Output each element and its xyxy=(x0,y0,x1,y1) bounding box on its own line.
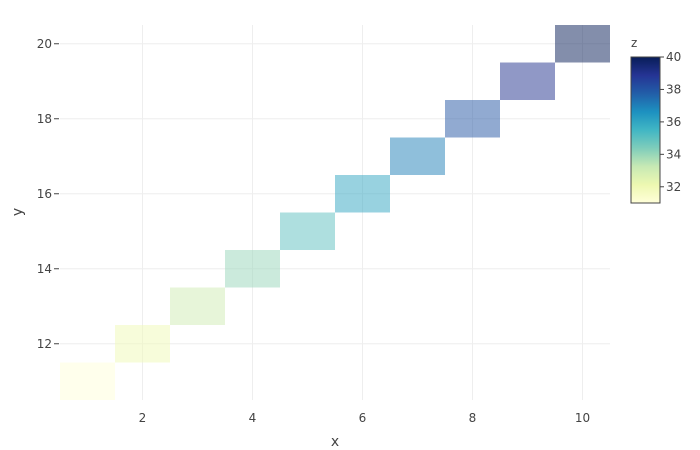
heatmap-cell xyxy=(390,137,445,175)
x-axis-title: x xyxy=(331,434,339,450)
heatmap-cell xyxy=(555,25,610,63)
y-tick-label: 20 xyxy=(37,37,52,51)
x-tick-label: 8 xyxy=(469,411,477,425)
colorbar-tick-label: 32 xyxy=(666,180,681,194)
heatmap-cells xyxy=(60,25,610,400)
colorbar-title: z xyxy=(631,36,637,50)
colorbar: z 32 34 36 38 40 xyxy=(630,36,681,204)
x-tick-label: 4 xyxy=(249,411,257,425)
colorbar-gradient xyxy=(630,56,661,204)
y-tick-label: 12 xyxy=(37,337,52,351)
heatmap-cell xyxy=(115,325,170,363)
y-axis-title: y xyxy=(10,208,26,216)
y-tick-label: 18 xyxy=(37,112,52,126)
colorbar-tick-label: 34 xyxy=(666,147,681,161)
x-tick-label: 10 xyxy=(575,411,590,425)
x-tick-label: 6 xyxy=(359,411,367,425)
x-axis-ticks: 2 4 6 8 10 xyxy=(139,411,590,425)
heatmap-cell xyxy=(60,362,115,400)
heatmap-cell xyxy=(225,250,280,288)
y-axis-ticks: 12 14 16 18 20 xyxy=(37,37,59,351)
colorbar-tick-label: 36 xyxy=(666,115,681,129)
colorbar-tick-label: 40 xyxy=(666,50,681,64)
colorbar-ticks: 32 34 36 38 40 xyxy=(660,50,681,194)
y-tick-label: 16 xyxy=(37,187,52,201)
x-tick-label: 2 xyxy=(139,411,147,425)
heatmap-cell xyxy=(335,175,390,213)
y-tick-label: 14 xyxy=(37,262,52,276)
colorbar-tick-label: 38 xyxy=(666,82,681,96)
heatmap-cell xyxy=(500,62,555,100)
heatmap-cell xyxy=(445,100,500,138)
heatmap-cell xyxy=(280,212,335,250)
heatmap-cell xyxy=(170,287,225,325)
